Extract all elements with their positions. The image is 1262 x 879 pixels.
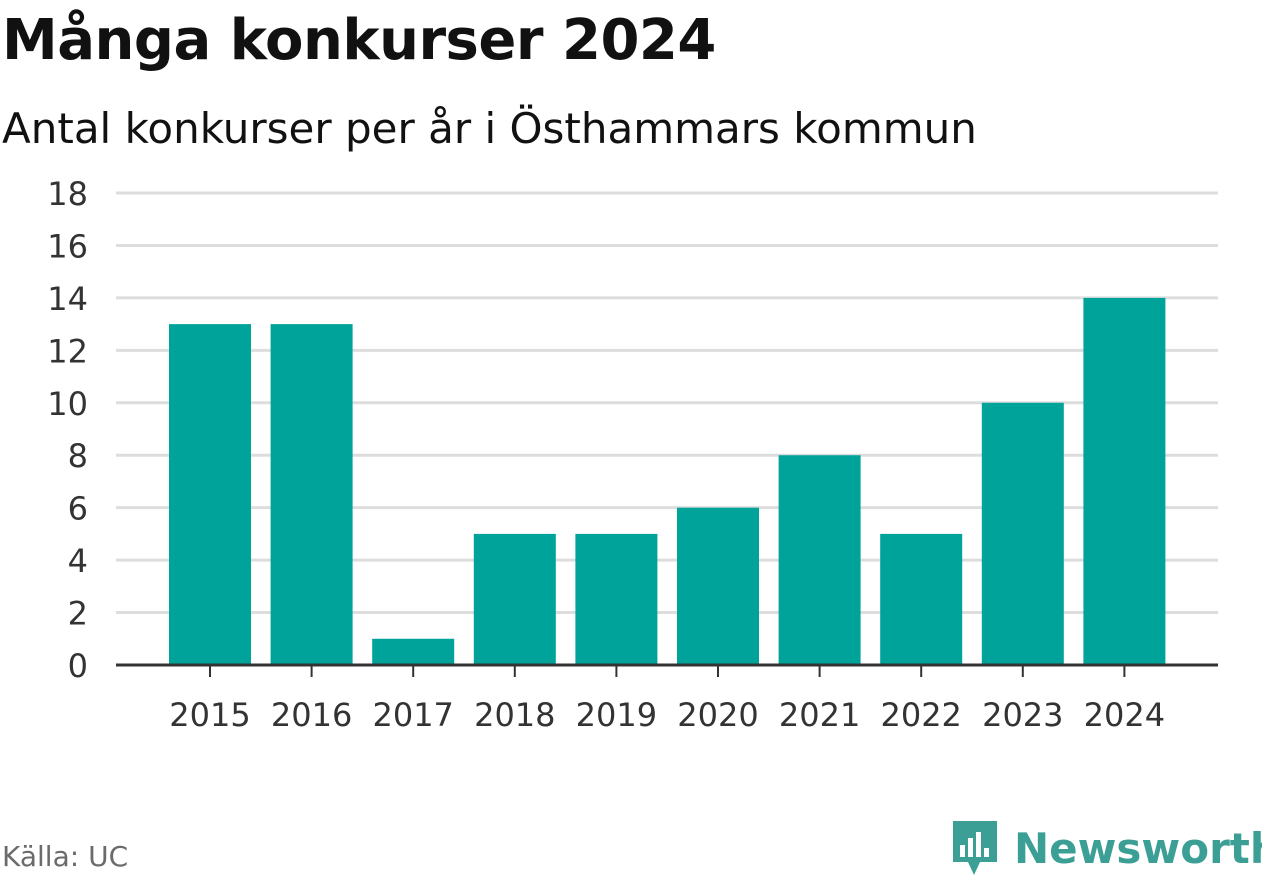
y-tick-label: 12 — [47, 332, 88, 370]
x-tick-label: 2023 — [982, 696, 1063, 734]
bar-2016 — [270, 324, 353, 665]
x-tick-label: 2016 — [271, 696, 352, 734]
y-tick-label: 14 — [47, 280, 88, 318]
bar-2022 — [880, 533, 963, 665]
x-tick-label: 2021 — [779, 696, 860, 734]
bars — [169, 297, 1166, 665]
bar-2019 — [575, 533, 658, 665]
bar-2017 — [372, 638, 455, 665]
y-axis-ticks: 0 2 4 6 8 10 12 14 16 18 — [47, 175, 88, 685]
y-tick-label: 6 — [68, 490, 88, 528]
bar-2018 — [473, 533, 556, 665]
brand-name: Newsworthy — [1014, 823, 1262, 873]
source-note: Källa: UC — [2, 840, 129, 873]
y-tick-label: 2 — [68, 595, 88, 633]
x-axis-ticks: 2015 2016 2017 2018 2019 2020 2021 2022 2023 2024 — [169, 665, 1165, 734]
bar-2021 — [778, 455, 861, 665]
y-tick-label: 18 — [47, 175, 88, 213]
x-tick-label: 2018 — [474, 696, 555, 734]
bar-chart-speech-bubble-icon — [953, 821, 997, 875]
y-tick-label: 8 — [68, 437, 88, 475]
y-tick-label: 16 — [47, 227, 88, 265]
x-tick-label: 2022 — [880, 696, 961, 734]
bar-2024 — [1083, 297, 1166, 665]
x-tick-label: 2015 — [169, 696, 250, 734]
y-tick-label: 4 — [68, 542, 88, 580]
x-tick-label: 2024 — [1084, 696, 1165, 734]
x-tick-label: 2019 — [576, 696, 657, 734]
y-tick-label: 0 — [68, 647, 88, 685]
chart-title: Många konkurser 2024 — [2, 8, 716, 73]
bar-2023 — [981, 402, 1064, 665]
bar-chart: 0 2 4 6 8 10 12 14 16 18 2015 2016 2017 2018 2019 2020… — [47, 175, 1218, 734]
brand-logo: Newsworthy — [950, 818, 1262, 878]
bar-2015 — [169, 324, 251, 665]
bar-2020 — [677, 507, 759, 665]
x-tick-label: 2020 — [677, 696, 758, 734]
x-tick-label: 2017 — [372, 696, 453, 734]
chart-subtitle: Antal konkurser per år i Östhammars komm… — [2, 104, 977, 153]
y-tick-label: 10 — [47, 385, 88, 423]
